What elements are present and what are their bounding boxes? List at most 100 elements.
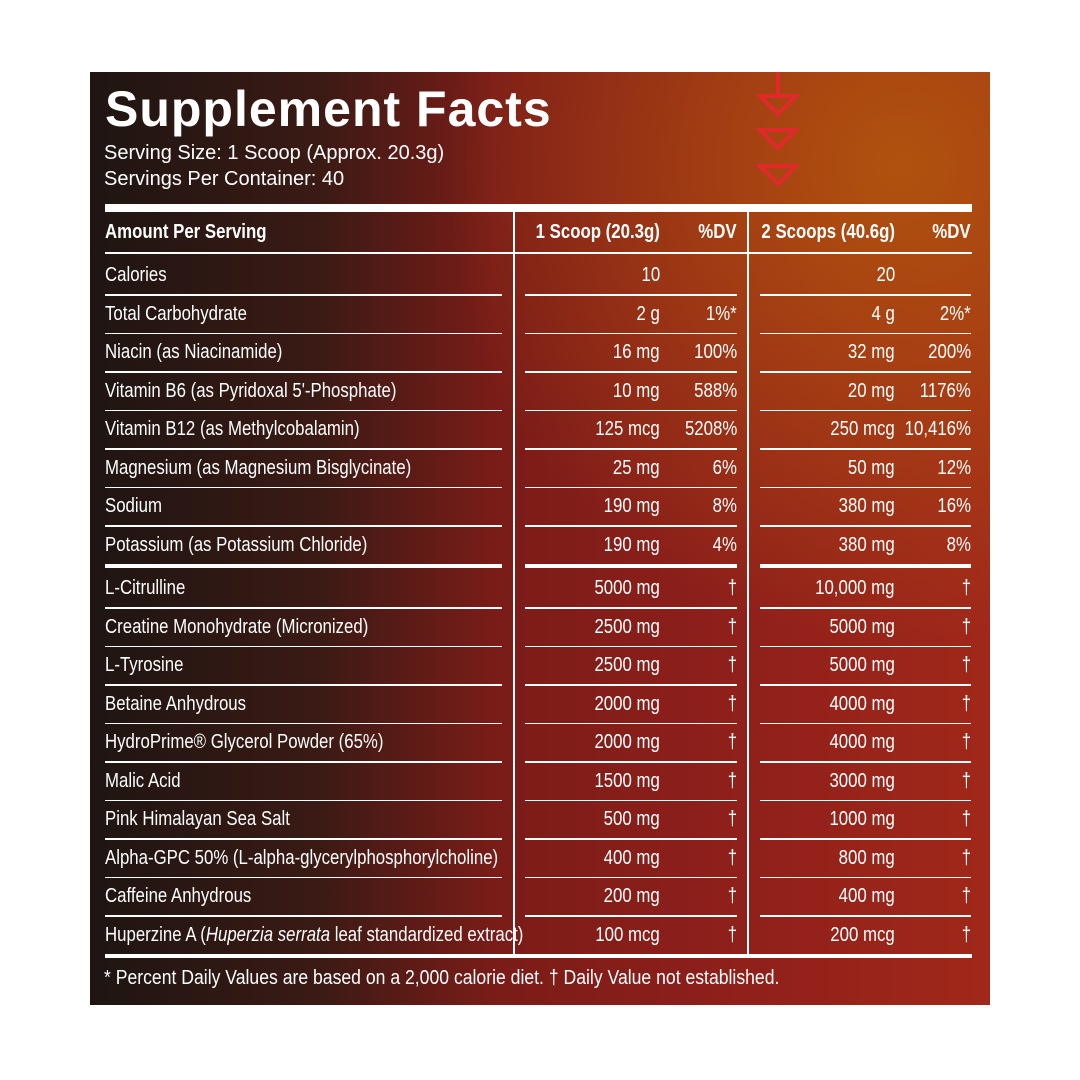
cell-value: † xyxy=(727,692,737,715)
rule xyxy=(760,838,971,840)
cell-value: † xyxy=(727,885,737,907)
servings-per-container: Servings Per Container: 40 xyxy=(104,168,345,190)
cell-value: 16 mg xyxy=(613,341,660,363)
rule xyxy=(760,607,971,609)
row-name: Betaine Anhydrous xyxy=(105,692,247,715)
rule xyxy=(105,876,502,878)
row-name: Sodium xyxy=(105,495,162,517)
row-name: Magnesium (as Magnesium Bisglycinate) xyxy=(105,456,412,479)
rule xyxy=(525,371,737,373)
column-header: 2 Scoops (40.6g) xyxy=(761,221,895,243)
cell-value: 380 mg xyxy=(838,495,895,517)
rule xyxy=(760,799,971,801)
rule xyxy=(105,371,502,373)
cell-value: 5000 mg xyxy=(829,654,895,676)
cell-value: 10,000 mg xyxy=(815,577,895,599)
rule xyxy=(105,204,972,212)
cell-value: 8% xyxy=(712,495,737,517)
cell-value: † xyxy=(961,615,971,638)
row-name: Total Carbohydrate xyxy=(105,302,247,325)
column-header: Amount Per Serving xyxy=(105,221,267,243)
cell-value: † xyxy=(727,615,737,638)
row-name: Caffeine Anhydrous xyxy=(105,885,252,907)
cell-value: 16% xyxy=(937,495,971,517)
rule xyxy=(105,684,502,686)
cell-value: 1%* xyxy=(706,302,737,325)
cell-value: 2000 mg xyxy=(594,731,660,753)
rule xyxy=(525,332,737,334)
rule xyxy=(105,838,502,840)
serving-size: Serving Size: 1 Scoop (Approx. 20.3g) xyxy=(104,142,445,164)
cell-value: † xyxy=(727,923,737,946)
rule xyxy=(747,212,749,955)
cell-value: 100% xyxy=(694,341,737,363)
rule xyxy=(105,645,502,647)
rule xyxy=(525,684,737,686)
cell-value: 400 mg xyxy=(603,846,660,869)
rule xyxy=(525,563,737,568)
cell-value: † xyxy=(727,769,737,792)
cell-value: † xyxy=(727,808,737,830)
rule xyxy=(525,448,737,450)
row-name: Vitamin B6 (as Pyridoxal 5'-Phosphate) xyxy=(105,379,397,402)
cell-value: 20 xyxy=(876,264,895,286)
title: Supplement Facts xyxy=(105,81,552,137)
rule xyxy=(760,722,971,724)
cell-value: 20 mg xyxy=(848,379,895,402)
cell-value: 2000 mg xyxy=(594,692,660,715)
rule xyxy=(105,915,502,917)
cell-value: 3000 mg xyxy=(829,769,895,792)
cell-value: 10 mg xyxy=(613,379,660,402)
rule xyxy=(760,371,971,373)
rule xyxy=(525,761,737,763)
rule xyxy=(525,294,737,296)
cell-value: 2500 mg xyxy=(594,615,660,638)
cell-value: 2500 mg xyxy=(594,654,660,676)
rule xyxy=(760,294,971,296)
cell-value: 400 mg xyxy=(838,885,895,907)
cell-value: 32 mg xyxy=(848,341,895,363)
rule xyxy=(760,761,971,763)
cell-value: 5208% xyxy=(684,418,737,440)
row-name: Calories xyxy=(105,264,167,286)
row-name: Pink Himalayan Sea Salt xyxy=(105,808,290,830)
row-name: HydroPrime® Glycerol Powder (65%) xyxy=(105,731,384,753)
row-name: Creatine Monohydrate (Micronized) xyxy=(105,615,369,638)
rule xyxy=(105,761,502,763)
column-header: 1 Scoop (20.3g) xyxy=(535,221,660,243)
cell-value: 6% xyxy=(712,456,737,479)
cell-value: 800 mg xyxy=(838,846,895,869)
rule xyxy=(760,563,971,568)
cell-value: 4 g xyxy=(871,302,895,325)
cell-value: † xyxy=(961,923,971,946)
rule xyxy=(105,252,972,254)
rule xyxy=(760,645,971,647)
cell-value: † xyxy=(727,654,737,676)
rule xyxy=(105,294,502,296)
rule xyxy=(105,954,972,958)
cell-value: 500 mg xyxy=(603,808,660,830)
cell-value: 8% xyxy=(946,533,971,556)
rule xyxy=(525,645,737,647)
cell-value: † xyxy=(961,808,971,830)
rule xyxy=(760,448,971,450)
rule xyxy=(525,607,737,609)
rule xyxy=(760,876,971,878)
cell-value: 380 mg xyxy=(838,533,895,556)
rule xyxy=(525,409,737,411)
rule xyxy=(105,409,502,411)
cell-value: 5000 mg xyxy=(594,577,660,599)
cell-value: 25 mg xyxy=(613,456,660,479)
cell-value: † xyxy=(961,577,971,599)
rule xyxy=(525,799,737,801)
cell-value: 4000 mg xyxy=(829,692,895,715)
rule xyxy=(525,838,737,840)
rule xyxy=(525,486,737,488)
cell-value: 1176% xyxy=(919,379,971,402)
cell-value: 588% xyxy=(694,379,737,402)
cell-value: 12% xyxy=(937,456,971,479)
cell-value: 4% xyxy=(712,533,737,556)
cell-value: 10 xyxy=(641,264,660,286)
facts-panel: Supplement Facts Serving Size: 1 Scoop (… xyxy=(90,72,990,1005)
cell-value: † xyxy=(961,654,971,676)
